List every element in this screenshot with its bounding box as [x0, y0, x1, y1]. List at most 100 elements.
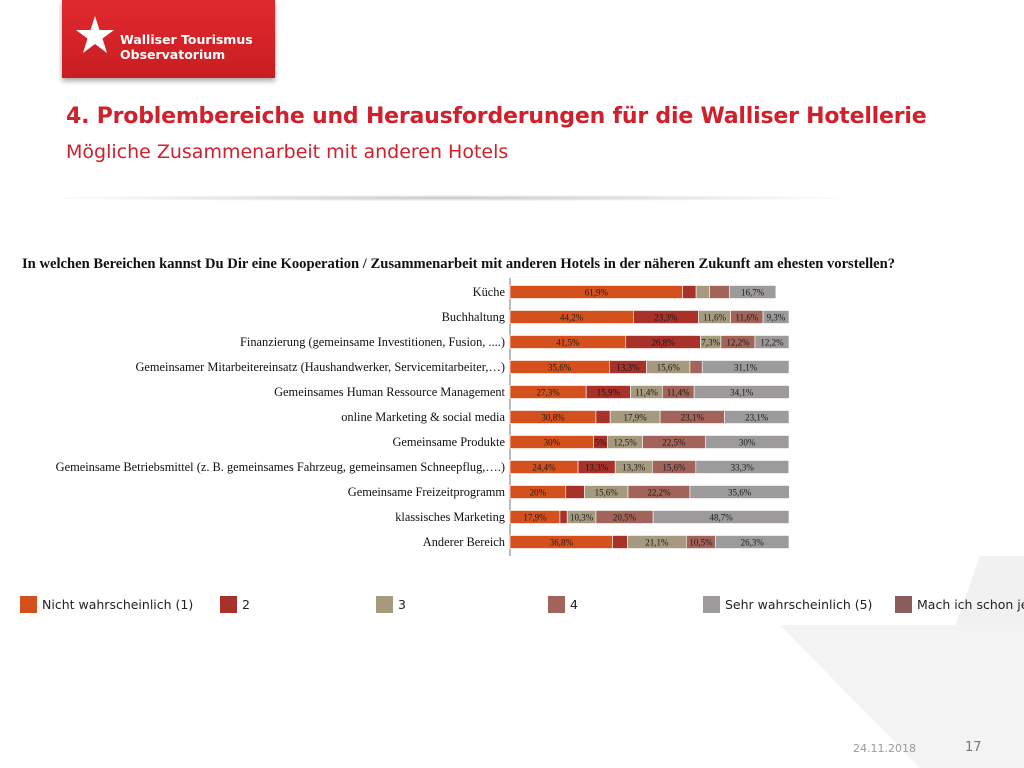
- data-label: 10,5%: [689, 538, 713, 548]
- bar-segment: [689, 485, 790, 499]
- bar-segment: [701, 360, 790, 374]
- legend-label: Nicht wahrscheinlich (1): [42, 597, 194, 612]
- bar-segment: [728, 285, 777, 299]
- data-label: 12,2%: [726, 338, 750, 348]
- data-label: 15,9%: [597, 388, 621, 398]
- data-label: 26,8%: [652, 338, 676, 348]
- data-label: 61,9%: [585, 288, 609, 298]
- data-label: 33,3%: [731, 463, 755, 473]
- legend-swatch: [548, 596, 565, 613]
- data-label: 23,1%: [745, 413, 769, 423]
- page-title: 4. Problembereiche und Herausforderungen…: [66, 104, 927, 129]
- brand-line-1: Walliser Tourismus: [120, 32, 253, 47]
- bar-segment: [709, 285, 730, 299]
- data-label: 41,5%: [556, 338, 580, 348]
- data-label: 20%: [530, 488, 547, 498]
- data-label: 30%: [739, 438, 756, 448]
- bar-segment: [612, 535, 628, 549]
- bar-segment: [565, 485, 585, 499]
- data-label: 35,6%: [728, 488, 752, 498]
- category-label: klassisches Marketing: [395, 510, 505, 524]
- data-label: 17,9%: [624, 413, 648, 423]
- bar-segment: [689, 360, 703, 374]
- bar-segment: [715, 535, 790, 549]
- header-divider: [60, 195, 840, 201]
- data-label: 17,9%: [523, 513, 547, 523]
- legend-swatch: [895, 596, 912, 613]
- category-label: Gemeinsame Freizeitprogramm: [348, 485, 506, 499]
- bar-segment: [682, 285, 697, 299]
- data-label: 24,4%: [532, 463, 556, 473]
- chart-title: In welchen Bereichen kannst Du Dir eine …: [22, 256, 896, 272]
- data-label: 7,3%: [701, 338, 720, 348]
- data-label: 34,1%: [730, 388, 754, 398]
- legend-swatch: [376, 596, 393, 613]
- data-label: 20,5%: [613, 513, 637, 523]
- bar-segment: [762, 310, 790, 324]
- data-label: 13,3%: [616, 363, 640, 373]
- category-label: Gemeinsame Produkte: [392, 435, 505, 449]
- category-label: Gemeinsame Betriebsmittel (z. B. gemeins…: [56, 460, 505, 474]
- brand-name: Walliser Tourismus Observatorium: [120, 32, 253, 62]
- bar-segment: [754, 335, 790, 349]
- data-label: 13,3%: [622, 463, 646, 473]
- legend-label: 2: [242, 597, 250, 612]
- data-label: 22,2%: [647, 488, 671, 498]
- footer-date: 24.11.2018: [853, 742, 916, 755]
- data-label: 11,4%: [667, 388, 690, 398]
- data-label: 15,6%: [662, 463, 686, 473]
- data-label: 23,3%: [654, 313, 678, 323]
- data-label: 15,6%: [657, 363, 681, 373]
- data-label: 30%: [544, 438, 561, 448]
- category-label: Finanzierung (gemeinsame Investitionen, …: [240, 335, 505, 349]
- legend-label: 3: [398, 597, 406, 612]
- star-icon: [76, 16, 114, 53]
- brand-logo: Walliser Tourismus Observatorium: [62, 0, 275, 78]
- category-label: Küche: [473, 285, 506, 299]
- legend-label: Sehr wahrscheinlich (5): [725, 597, 873, 612]
- legend-label: Mach ich schon jetzt: [917, 597, 1024, 612]
- data-label: 12,5%: [613, 438, 637, 448]
- data-label: 11,6%: [703, 313, 726, 323]
- data-label: 9,3%: [767, 313, 786, 323]
- data-label: 35,6%: [548, 363, 572, 373]
- category-label: Gemeinsamer Mitarbeitereinsatz (Haushand…: [135, 360, 505, 374]
- bar-segment: [695, 285, 710, 299]
- data-label: 27,3%: [536, 388, 560, 398]
- chart-legend: Nicht wahrscheinlich (1) 2 3 4 Sehr wahrsche…: [0, 595, 1024, 619]
- category-label: Buchhaltung: [442, 310, 505, 324]
- data-label: 22,5%: [662, 438, 686, 448]
- data-label: 48,7%: [709, 513, 733, 523]
- brand-line-2: Observatorium: [120, 47, 226, 62]
- category-label: Anderer Bereich: [423, 535, 506, 549]
- bar-segment: [695, 460, 790, 474]
- data-label: 16,7%: [741, 288, 765, 298]
- page-subtitle: Mögliche Zusammenarbeit mit anderen Hote…: [66, 141, 509, 163]
- legend-label: 4: [570, 597, 578, 612]
- data-label: 15,6%: [595, 488, 619, 498]
- data-label: 11,4%: [635, 388, 658, 398]
- category-label: Gemeinsames Human Ressource Management: [274, 385, 505, 399]
- data-label: 31,1%: [734, 363, 758, 373]
- data-label: 10,3%: [570, 513, 594, 523]
- data-label: 13,3%: [585, 463, 609, 473]
- bar-segment: [559, 510, 568, 524]
- legend-swatch: [703, 596, 720, 613]
- data-label: 26,3%: [741, 538, 765, 548]
- legend-swatch: [20, 596, 37, 613]
- data-label: 30,8%: [541, 413, 565, 423]
- bar-segment: [724, 410, 790, 424]
- data-label: 36,8%: [550, 538, 574, 548]
- stacked-bar-chart: Küche 61,9% 16,7% Buchhaltung 44,2% 23,3% 11,6…: [56, 278, 790, 556]
- bar-segment: [693, 385, 790, 399]
- page-number: 17: [965, 740, 982, 755]
- category-label: online Marketing & social media: [341, 410, 505, 424]
- data-label: 12,2%: [760, 338, 784, 348]
- data-label: 44,2%: [560, 313, 584, 323]
- bar-segment: [704, 435, 790, 449]
- data-label: 23,1%: [681, 413, 705, 423]
- data-label: 21,1%: [645, 538, 669, 548]
- bar-segment: [595, 410, 611, 424]
- data-label: 11,6%: [735, 313, 758, 323]
